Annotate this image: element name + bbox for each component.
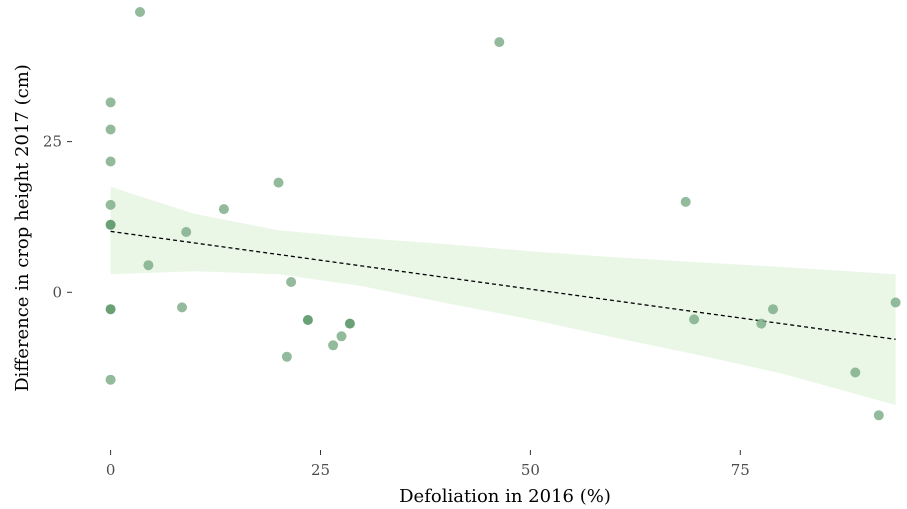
x-tick-label: 25 (311, 461, 330, 479)
data-points-layer (105, 7, 901, 421)
y-tick-label: 25 (43, 133, 62, 151)
y-tick-label: 0 (52, 283, 62, 301)
data-point (105, 199, 116, 210)
data-point (177, 302, 187, 313)
data-point (273, 177, 284, 188)
axis-ticks-layer: 0 25 50 75 0 25 (43, 133, 750, 479)
data-point (768, 304, 778, 315)
data-point (181, 227, 192, 237)
data-point (105, 304, 116, 315)
data-point (302, 315, 313, 325)
data-point (281, 351, 292, 362)
confidence-band (110, 186, 896, 405)
x-tick-label: 0 (106, 461, 116, 479)
data-point (344, 318, 355, 329)
data-point (890, 297, 901, 308)
data-point (336, 331, 347, 342)
x-tick-label: 50 (521, 461, 540, 479)
data-point (218, 204, 229, 215)
x-tick-label: 75 (731, 461, 750, 479)
data-point (680, 196, 691, 207)
data-point (105, 124, 116, 135)
data-point (105, 97, 116, 108)
data-point (689, 314, 700, 325)
y-axis-title: Difference in crop height 2017 (cm) (12, 64, 33, 392)
data-point (105, 219, 116, 230)
data-point (494, 37, 505, 48)
data-point (286, 277, 297, 287)
data-point (328, 340, 339, 351)
data-point (105, 374, 116, 385)
data-point (143, 260, 154, 271)
data-point (850, 367, 861, 378)
data-point (873, 410, 884, 421)
confidence-band-layer (110, 186, 896, 405)
data-point (135, 7, 145, 17)
data-point (756, 318, 767, 329)
x-axis-title: Defoliation in 2016 (%) (399, 486, 611, 507)
data-point (105, 156, 116, 167)
